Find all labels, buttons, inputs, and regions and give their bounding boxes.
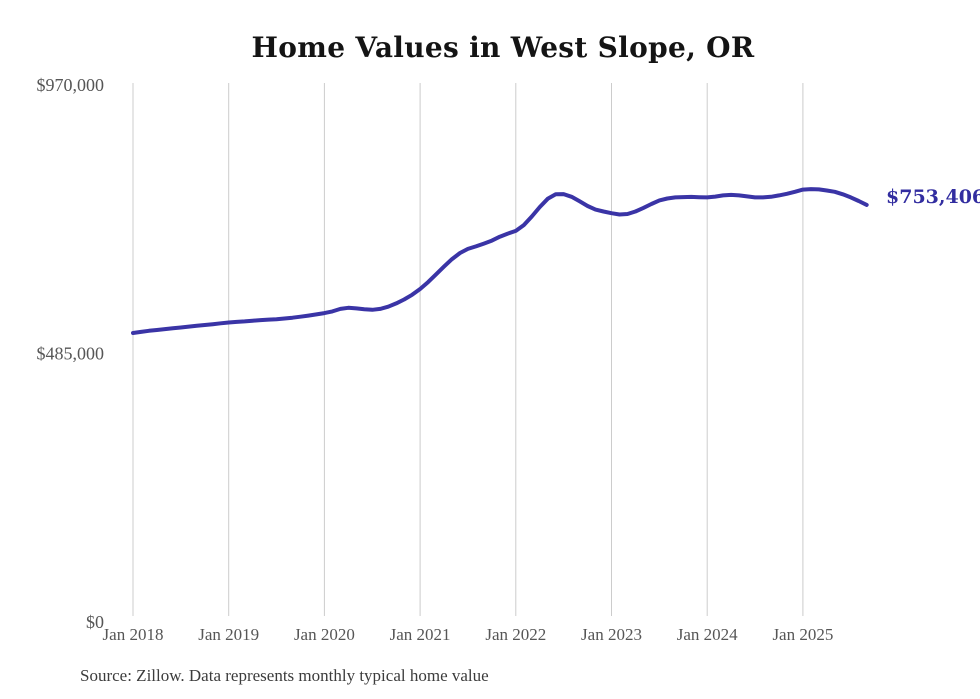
latest-value-label: $753,406 — [886, 186, 980, 208]
source-note: Source: Zillow. Data represents monthly … — [80, 666, 489, 685]
chart-title: Home Values in West Slope, OR — [251, 31, 755, 64]
x-tick-label: Jan 2019 — [198, 625, 259, 644]
x-tick-label: Jan 2020 — [294, 625, 355, 644]
home-value-line — [131, 187, 869, 335]
x-tick-label: Jan 2018 — [103, 625, 164, 644]
y-tick-label: $485,000 — [37, 344, 105, 364]
x-tick-label: Jan 2023 — [581, 625, 642, 644]
y-tick-label: $0 — [86, 612, 104, 632]
x-tick-label: Jan 2024 — [677, 625, 738, 644]
x-tick-label: Jan 2025 — [772, 625, 833, 644]
x-tick-label: Jan 2021 — [390, 625, 451, 644]
y-tick-label: $970,000 — [37, 75, 105, 95]
x-tick-label: Jan 2022 — [485, 625, 546, 644]
